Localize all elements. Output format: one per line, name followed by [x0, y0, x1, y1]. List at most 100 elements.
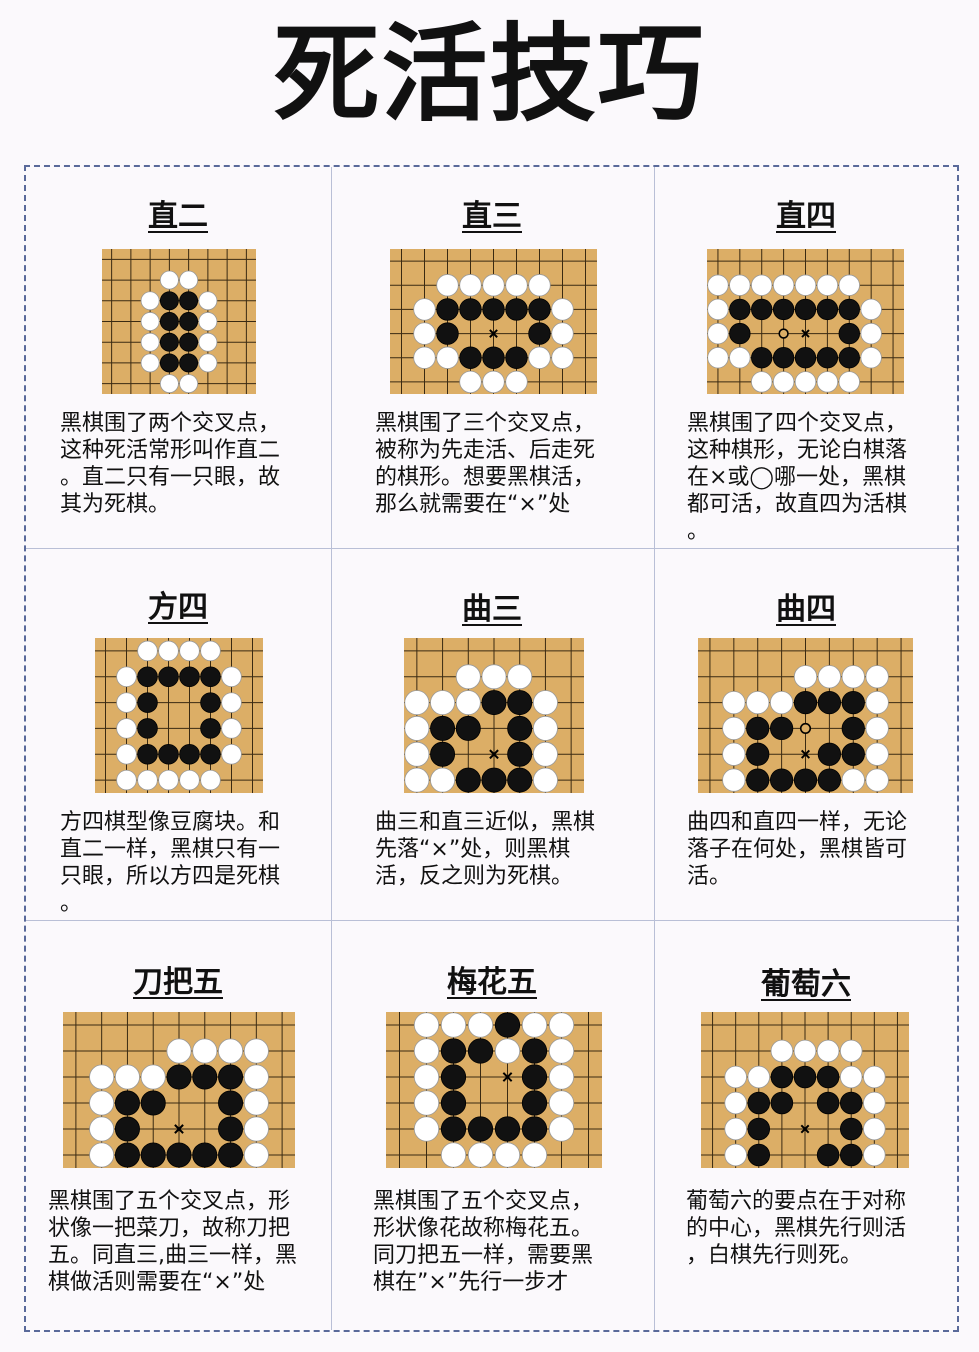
white-stone — [116, 769, 137, 791]
white-stone — [794, 371, 817, 393]
white-stone — [772, 274, 795, 296]
white-stone — [159, 270, 179, 290]
black-stone — [440, 1038, 467, 1064]
black-stone — [179, 666, 200, 688]
white-stone — [707, 298, 729, 321]
black-stone — [505, 346, 528, 369]
white-stone — [482, 274, 505, 297]
cell-description: 黑棋围了三个交叉点， 被称为先走活、后走死 的棋形。想要黑棋活， 那么就需要在“… — [375, 411, 596, 517]
white-stone — [521, 1012, 548, 1038]
black-stone — [114, 1116, 140, 1142]
white-stone — [140, 1064, 166, 1090]
black-stone — [436, 322, 459, 345]
cell-zhi-si: 直四 黑棋围了四个交叉点， 这种棋形，无论白棋落 在×或◯哪一处，黑棋 都可活，… — [654, 167, 958, 547]
black-stone — [747, 1143, 771, 1167]
white-stone — [770, 1039, 794, 1063]
white-stone — [179, 640, 200, 662]
row-divider — [26, 920, 957, 921]
cell-title: 直三 — [462, 199, 522, 234]
white-stone — [863, 1065, 886, 1089]
cell-description: 葡萄六的要点在于对称 的中心，黑棋先行则活 ，白棋先行则死。 — [686, 1189, 907, 1268]
black-stone — [200, 666, 221, 688]
black-stone — [816, 1143, 840, 1167]
black-stone — [192, 1142, 218, 1168]
black-stone — [751, 347, 773, 369]
black-stone — [746, 768, 770, 792]
white-stone — [751, 371, 773, 393]
black-stone — [179, 353, 199, 373]
white-stone — [200, 640, 221, 662]
black-stone — [440, 1116, 467, 1142]
black-stone — [137, 718, 158, 739]
white-stone — [838, 371, 860, 393]
cell-zhi-er: 直二 黑棋围了两个交叉点， 这种死活常形叫作直二 。直二只有一只眼，故 其为死棋… — [26, 167, 330, 547]
black-stone — [140, 1142, 166, 1168]
white-stone — [494, 1038, 521, 1064]
white-stone — [413, 1090, 440, 1116]
white-stone — [505, 274, 528, 297]
black-stone — [817, 768, 842, 792]
white-stone — [116, 666, 137, 688]
black-stone — [137, 692, 158, 713]
white-stone — [793, 665, 818, 689]
white-stone — [722, 716, 746, 741]
white-stone — [404, 715, 430, 741]
black-stone — [816, 298, 839, 321]
black-stone — [528, 298, 551, 321]
white-stone — [747, 1065, 771, 1089]
cell-description: 曲四和直四一样，无论 落子在何处，黑棋皆可 活。 — [687, 810, 908, 889]
black-stone — [772, 298, 795, 321]
cell-qu-si: 曲四 曲四和直四一样，无论 落子在何处，黑棋皆可 活。 — [654, 548, 958, 920]
white-stone — [865, 742, 889, 766]
white-stone — [816, 274, 839, 296]
white-stone — [528, 274, 551, 297]
white-stone — [413, 346, 436, 369]
column-divider — [654, 167, 655, 1330]
white-stone — [707, 322, 729, 345]
white-stone — [482, 370, 505, 394]
cell-title: 直四 — [776, 199, 836, 234]
white-stone — [839, 1065, 863, 1089]
black-stone — [482, 346, 505, 369]
white-stone — [455, 664, 481, 690]
black-stone — [729, 298, 751, 321]
white-stone — [532, 767, 558, 793]
black-stone — [179, 743, 200, 765]
white-stone — [467, 1142, 494, 1168]
white-stone — [724, 1117, 747, 1141]
white-stone — [116, 743, 137, 765]
white-stone — [158, 769, 179, 791]
black-stone — [521, 1116, 548, 1142]
white-stone — [116, 692, 137, 713]
white-stone — [404, 767, 430, 793]
white-stone — [722, 768, 746, 792]
white-stone — [413, 1012, 440, 1038]
white-stone — [772, 371, 795, 393]
black-stone — [114, 1142, 140, 1168]
white-stone — [440, 1012, 467, 1038]
white-stone — [116, 718, 137, 739]
white-stone — [221, 692, 242, 713]
black-stone — [459, 298, 482, 321]
cell-fang-si: 方四 方四棋型像豆腐块。和 直二一样，黑棋只有一 只眼，所以方四是死棋 。 — [26, 548, 330, 920]
white-stone — [413, 1038, 440, 1064]
x-mark — [489, 329, 498, 338]
black-stone — [159, 312, 179, 331]
circle-mark — [778, 328, 789, 339]
go-board — [701, 1012, 909, 1168]
white-stone — [179, 270, 199, 290]
black-stone — [793, 690, 818, 715]
white-stone — [159, 374, 179, 394]
black-stone — [159, 353, 179, 373]
white-stone — [140, 291, 160, 311]
black-stone — [521, 1090, 548, 1116]
black-stone — [838, 322, 860, 345]
black-stone — [440, 1064, 467, 1090]
black-stone — [158, 743, 179, 765]
black-stone — [746, 716, 770, 741]
board-surface — [95, 638, 263, 793]
white-stone — [200, 769, 221, 791]
black-stone — [200, 692, 221, 713]
white-stone — [724, 1065, 747, 1089]
go-board — [707, 249, 904, 394]
